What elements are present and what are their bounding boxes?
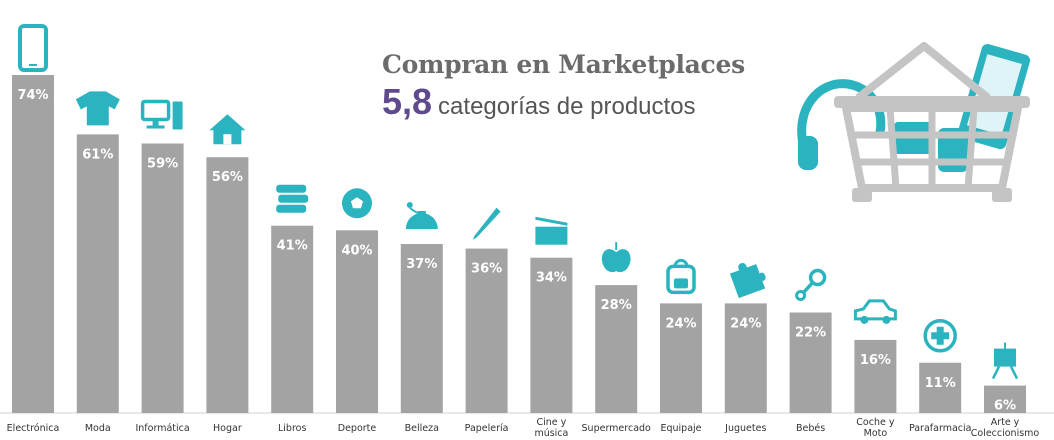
bar bbox=[336, 230, 378, 413]
data-label: 37% bbox=[406, 257, 437, 272]
category-label: Juguetes bbox=[724, 423, 766, 434]
subtitle-text: categorías de productos bbox=[438, 93, 696, 120]
data-label: 61% bbox=[82, 147, 113, 162]
bar bbox=[465, 248, 508, 413]
bar bbox=[271, 225, 314, 413]
bar bbox=[400, 244, 443, 413]
data-label: 11% bbox=[925, 376, 956, 391]
bar bbox=[854, 339, 897, 413]
category-label: Cine y música bbox=[534, 417, 568, 439]
category-label: Deporte bbox=[338, 423, 377, 434]
category-label: Electrónica bbox=[7, 423, 60, 434]
category-label: Arte y Coleccionismo bbox=[971, 417, 1040, 439]
category-label: Informática bbox=[135, 423, 189, 434]
house-icon bbox=[209, 114, 246, 145]
bar bbox=[919, 362, 962, 413]
category-label: Parafarmacia bbox=[909, 423, 972, 434]
bar bbox=[530, 257, 573, 413]
tshirt-icon bbox=[75, 91, 120, 126]
category-label: Libros bbox=[278, 423, 306, 434]
category-label: Papelería bbox=[465, 423, 509, 434]
backpack-icon bbox=[666, 258, 696, 295]
category-label: Equipaje bbox=[660, 423, 701, 434]
chart-title-block: Compran en Marketplaces 5,8 categorías de… bbox=[382, 50, 745, 123]
puzzle-icon bbox=[729, 262, 766, 299]
data-label: 24% bbox=[730, 316, 761, 331]
data-label: 24% bbox=[665, 316, 696, 331]
data-label: 34% bbox=[536, 271, 567, 286]
bar bbox=[984, 385, 1026, 413]
data-label: 22% bbox=[795, 326, 826, 341]
clapperboard-icon bbox=[535, 216, 568, 245]
data-label: 28% bbox=[601, 298, 632, 313]
bar bbox=[206, 157, 249, 413]
computer-icon bbox=[140, 99, 183, 130]
category-label: Moda bbox=[85, 423, 111, 434]
rattle-icon bbox=[795, 268, 827, 302]
chart-title: Compran en Marketplaces bbox=[382, 50, 745, 79]
data-label: 74% bbox=[17, 88, 48, 103]
chart-subtitle: 5,8 categorías de productos bbox=[382, 81, 742, 123]
data-label: 56% bbox=[212, 170, 243, 185]
category-label: Bebés bbox=[796, 423, 825, 434]
shopping-basket-icon bbox=[797, 42, 1031, 202]
bar bbox=[76, 134, 119, 414]
data-label: 40% bbox=[341, 243, 372, 258]
easel-icon bbox=[991, 342, 1019, 380]
car-icon bbox=[853, 299, 897, 324]
data-label: 16% bbox=[860, 353, 891, 368]
category-label: Coche y Moto bbox=[856, 417, 895, 439]
data-label: 41% bbox=[277, 239, 308, 254]
data-label: 6% bbox=[994, 399, 1016, 414]
categories-count: 5,8 bbox=[382, 81, 433, 122]
category-label: Supermercado bbox=[582, 423, 652, 434]
bar bbox=[724, 303, 767, 413]
bar bbox=[141, 143, 184, 413]
smartphone-icon bbox=[18, 24, 48, 72]
perfume-icon bbox=[405, 202, 438, 229]
pencil-icon bbox=[472, 207, 501, 240]
bar bbox=[789, 312, 832, 413]
bar bbox=[595, 285, 638, 413]
category-label: Belleza bbox=[405, 423, 439, 434]
category-label: Hogar bbox=[213, 423, 242, 434]
bar bbox=[660, 303, 702, 413]
medical-cross-icon bbox=[923, 319, 957, 353]
soccer-ball-icon bbox=[342, 188, 372, 219]
bar bbox=[12, 75, 54, 413]
apple-icon bbox=[601, 242, 631, 273]
data-label: 36% bbox=[471, 262, 502, 277]
books-icon bbox=[276, 184, 309, 213]
data-label: 59% bbox=[147, 157, 178, 172]
